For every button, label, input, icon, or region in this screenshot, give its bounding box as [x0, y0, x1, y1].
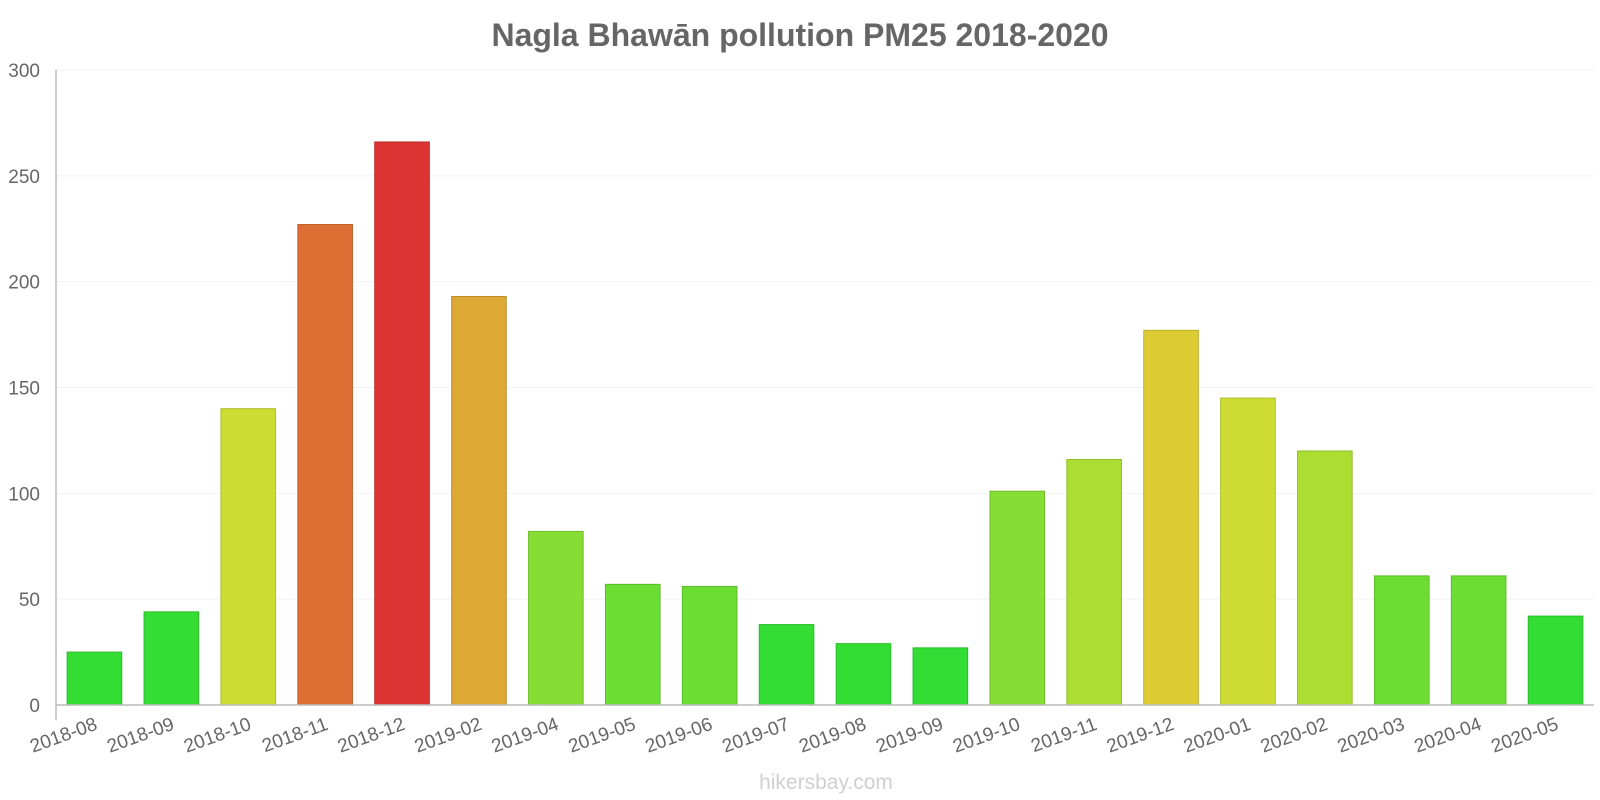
- bar-2018-09: [143, 611, 200, 706]
- bars: [66, 141, 1584, 706]
- x-tick-label: 2018-10: [181, 714, 254, 758]
- gridlines: [56, 69, 1594, 600]
- bar-2020-02: [1297, 450, 1353, 706]
- x-tick-label: 2020-01: [1181, 714, 1254, 758]
- x-tick-label: 2019-04: [489, 714, 562, 758]
- bar-2019-12: [1143, 329, 1199, 706]
- x-tick-label: 2020-05: [1489, 714, 1562, 758]
- bar-2020-05: [1527, 615, 1584, 706]
- x-tick-label: 2019-07: [720, 714, 793, 758]
- y-axis: 0 50 100 150 200 250 300: [8, 61, 57, 720]
- x-tick-label: 2020-02: [1258, 714, 1331, 758]
- bar-2020-01: [1220, 397, 1276, 706]
- bar-2019-06: [681, 585, 738, 706]
- bar-2019-04: [528, 530, 584, 706]
- bar-2018-10: [220, 408, 277, 706]
- x-tick-label: 2020-03: [1335, 714, 1408, 758]
- bar-2019-05: [604, 583, 661, 706]
- x-tick-label: 2020-04: [1412, 714, 1485, 758]
- bar-2020-04: [1450, 575, 1507, 706]
- bar-2018-12: [374, 141, 430, 706]
- y-tick-label: 50: [19, 590, 40, 611]
- bar-2019-11: [1066, 458, 1122, 706]
- bar-2018-11: [297, 224, 353, 706]
- y-tick-label: 0: [29, 696, 40, 717]
- bar-2019-09: [912, 647, 969, 706]
- x-tick-label: 2019-02: [412, 714, 485, 758]
- y-tick-label: 300: [8, 61, 40, 82]
- bar-2020-03: [1373, 575, 1430, 706]
- watermark: hikersbay.com: [759, 771, 893, 794]
- bar-2019-02: [451, 295, 507, 706]
- y-tick-label: 150: [8, 379, 40, 400]
- x-tick-label: 2018-11: [259, 714, 330, 757]
- x-tick-label: 2019-05: [566, 714, 639, 758]
- x-tick-label: 2019-09: [873, 714, 946, 758]
- x-tick-label: 2018-09: [104, 714, 177, 758]
- x-tick-label: 2019-11: [1028, 714, 1099, 757]
- x-tick-label: 2018-12: [335, 714, 408, 758]
- bar-2019-08: [835, 643, 892, 706]
- x-tick-label: 2019-12: [1104, 714, 1177, 758]
- y-tick-label: 200: [8, 273, 40, 294]
- x-tick-label: 2019-10: [950, 714, 1023, 758]
- x-axis: 2018-08 2018-09 2018-10 2018-11 2018-12 2019-…: [27, 704, 1594, 758]
- chart-title: Nagla Bhawān pollution PM25 2018-2020: [491, 17, 1108, 53]
- bar-2019-10: [989, 490, 1046, 706]
- bar-2018-08: [66, 651, 123, 706]
- y-tick-label: 250: [8, 167, 40, 188]
- x-tick-label: 2019-08: [796, 714, 869, 758]
- bar-2019-07: [758, 624, 815, 706]
- x-tick-label: 2018-08: [27, 714, 100, 758]
- y-tick-label: 100: [8, 484, 40, 505]
- x-tick-label: 2019-06: [643, 714, 716, 758]
